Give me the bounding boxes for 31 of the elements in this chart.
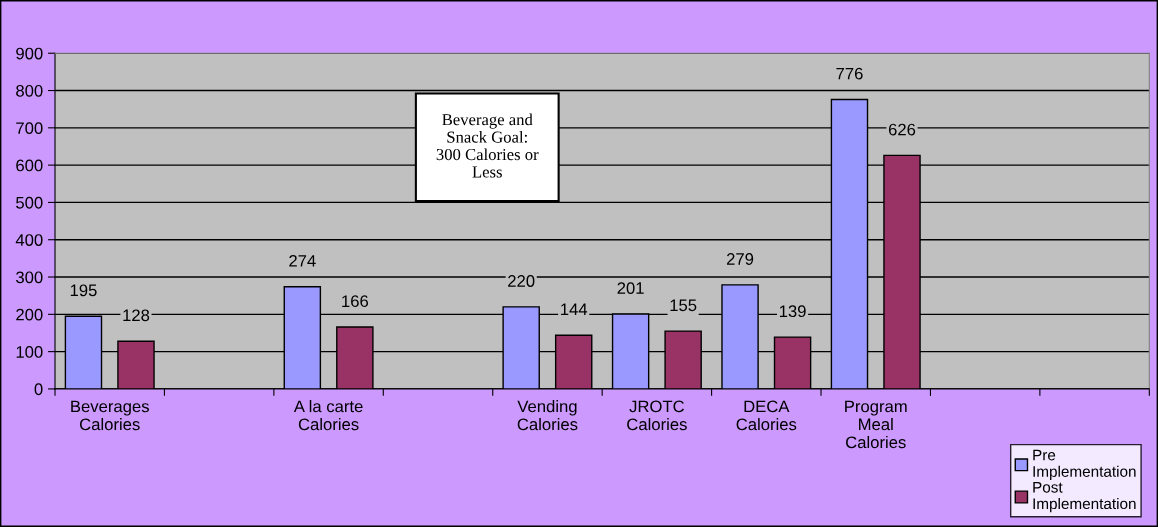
data-label: 144 — [561, 303, 588, 316]
x-tick-label: A la carte Calories — [293, 400, 363, 431]
data-label: 274 — [289, 254, 316, 267]
x-tick-label: Program Meal Calories — [845, 400, 907, 449]
y-tick-label: 400 — [15, 234, 43, 246]
data-label: 220 — [508, 275, 535, 287]
y-tick-label: 100 — [16, 346, 43, 358]
data-label: 279 — [726, 253, 754, 265]
y-tick-label: 300 — [16, 271, 43, 284]
data-label: 155 — [670, 299, 697, 312]
x-tick-label: JROTC Calories — [627, 400, 687, 431]
data-label: 201 — [617, 282, 644, 294]
data-label: 195 — [70, 284, 97, 297]
data-label: 139 — [779, 305, 806, 318]
legend-label: Pre Implementation — [1033, 449, 1136, 480]
legend-label: Post Implementation — [1033, 482, 1136, 513]
data-label: 128 — [123, 309, 150, 322]
y-tick-label: 900 — [16, 47, 43, 60]
y-tick-label: 200 — [16, 308, 43, 321]
data-label: 166 — [342, 295, 369, 308]
data-label: 776 — [836, 67, 863, 80]
y-tick-label: 800 — [16, 84, 43, 97]
y-tick-label: 500 — [16, 196, 43, 209]
y-tick-label: 0 — [34, 383, 43, 396]
x-tick-label: Vending Calories — [517, 400, 578, 431]
y-tick-label: 600 — [16, 159, 43, 172]
y-tick-label: 700 — [16, 122, 43, 135]
x-tick-label: DECA Calories — [736, 400, 797, 431]
annotation: Beverage and Snack Goal: 300 Calories or Less — [436, 113, 539, 178]
data-label: 626 — [888, 123, 916, 136]
x-tick-label: Beverages Calories — [71, 400, 149, 431]
